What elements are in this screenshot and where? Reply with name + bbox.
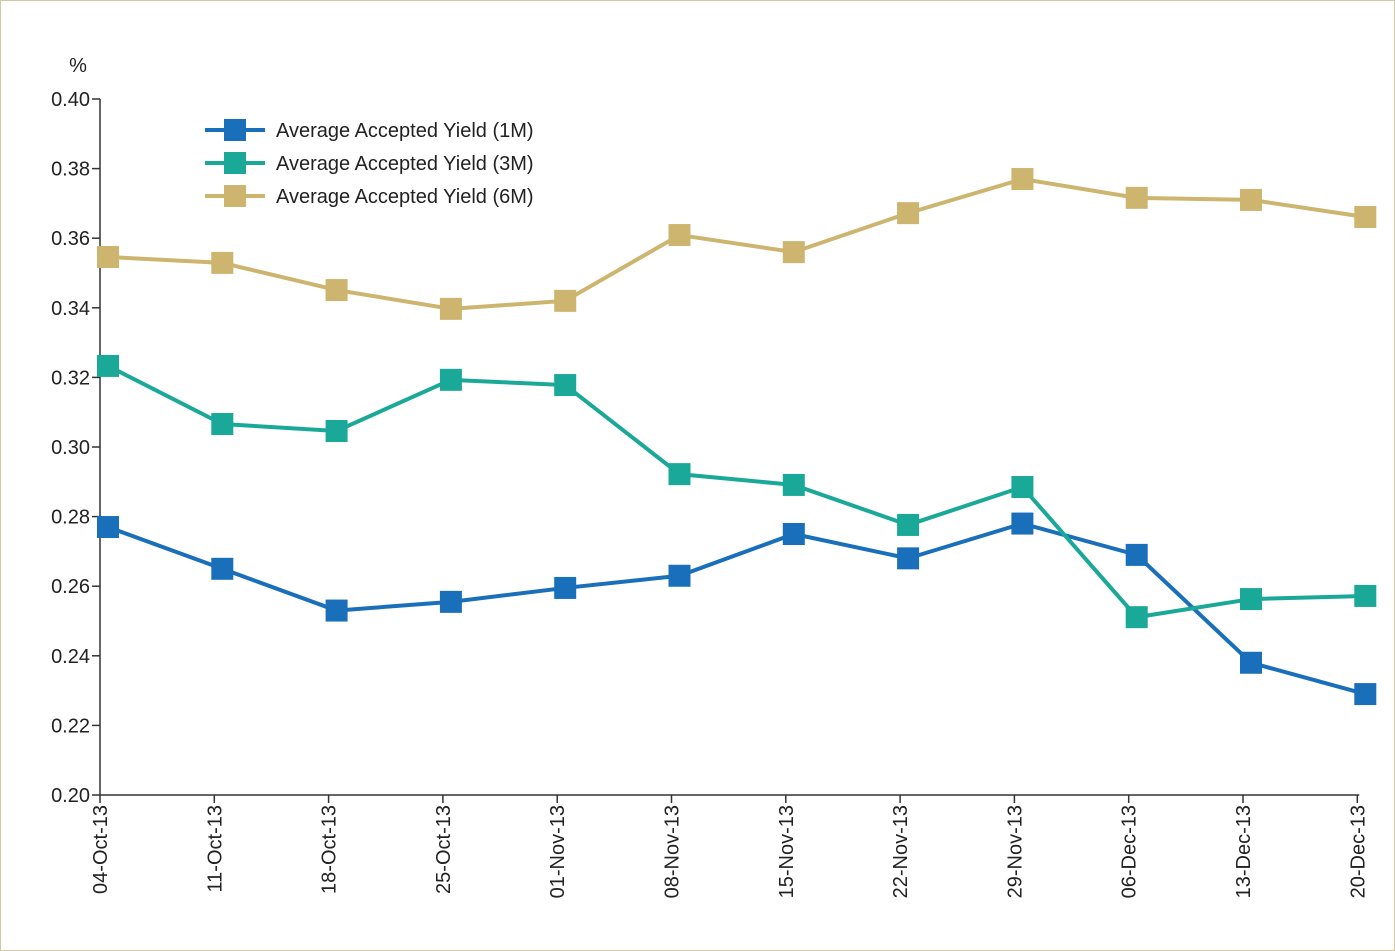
series-marker <box>439 590 462 613</box>
legend-label: Average Accepted Yield (1M) <box>276 120 534 142</box>
series-marker <box>554 576 577 599</box>
x-tick-label: 29-Nov-13 <box>1004 805 1026 898</box>
y-tick-label: 0.20 <box>51 785 90 807</box>
series-marker <box>1354 205 1377 228</box>
series-marker <box>554 374 577 397</box>
series-line <box>107 176 1366 311</box>
series-marker <box>668 463 691 486</box>
x-tick-label: 25-Oct-13 <box>433 805 455 894</box>
y-tick-label: 0.34 <box>51 298 90 320</box>
x-tick-label: 04-Oct-13 <box>90 805 112 894</box>
series-marker <box>97 354 119 377</box>
x-tick-label: 13-Dec-13 <box>1233 805 1255 898</box>
legend-marker <box>224 185 246 207</box>
series-marker <box>1240 588 1262 611</box>
y-tick-label: 0.22 <box>51 715 90 737</box>
series-marker <box>211 251 234 274</box>
series-marker <box>1125 606 1148 629</box>
x-tick-label: 08-Nov-13 <box>662 805 684 898</box>
series-marker <box>97 245 119 268</box>
x-tick-label: 22-Nov-13 <box>890 805 912 898</box>
series-marker <box>1125 543 1148 566</box>
x-tick-label: 18-Oct-13 <box>319 805 341 894</box>
series-marker <box>1240 188 1262 211</box>
series-marker <box>668 224 691 247</box>
series-marker <box>211 413 234 436</box>
series-marker <box>1354 584 1377 607</box>
series-marker <box>1011 512 1034 535</box>
series-marker <box>97 516 119 539</box>
series-marker <box>668 564 691 587</box>
x-tick-label: 15-Nov-13 <box>776 805 798 898</box>
y-tick-label: 0.38 <box>51 159 90 181</box>
y-axis-label: % <box>69 55 87 77</box>
series-marker <box>1011 476 1034 499</box>
x-tick-label: 01-Nov-13 <box>547 805 569 898</box>
y-tick-label: 0.40 <box>51 89 90 111</box>
series-marker <box>1011 168 1034 191</box>
y-tick-label: 0.26 <box>51 576 90 598</box>
series-marker <box>325 599 348 622</box>
y-tick-label: 0.36 <box>51 228 90 250</box>
series-marker <box>1125 186 1148 209</box>
series-marker <box>1354 683 1377 706</box>
y-tick-label: 0.32 <box>51 367 90 389</box>
series-marker <box>1240 651 1262 674</box>
series-marker <box>782 523 805 545</box>
series-line <box>107 364 1366 620</box>
series-marker <box>554 289 577 312</box>
y-tick-label: 0.30 <box>51 437 90 459</box>
series-marker <box>897 202 920 225</box>
series-marker <box>325 279 348 302</box>
y-tick-label: 0.28 <box>51 507 90 529</box>
y-tick-label: 0.24 <box>51 646 90 668</box>
series-marker <box>897 547 920 570</box>
series-marker <box>325 419 348 442</box>
legend-label: Average Accepted Yield (6M) <box>276 186 534 208</box>
series-marker <box>211 557 234 580</box>
series-marker <box>439 297 462 320</box>
series-marker <box>897 513 920 536</box>
legend-label: Average Accepted Yield (3M) <box>276 153 534 175</box>
x-tick-label: 20-Dec-13 <box>1347 805 1369 898</box>
legend-marker <box>224 152 246 174</box>
series-marker <box>439 368 462 391</box>
x-tick-label: 11-Oct-13 <box>204 805 226 892</box>
x-tick-label: 06-Dec-13 <box>1119 805 1141 898</box>
series-marker <box>782 241 805 264</box>
legend-marker <box>224 119 246 141</box>
series-line <box>107 521 1366 697</box>
series-marker <box>782 473 805 496</box>
